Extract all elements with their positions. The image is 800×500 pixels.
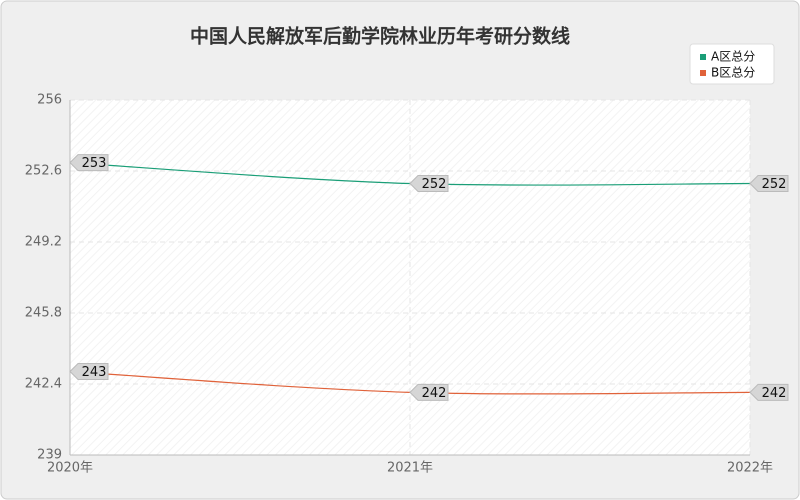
data-label: 252 bbox=[422, 177, 447, 192]
plot-area bbox=[70, 100, 750, 455]
y-tick-label: 242.4 bbox=[25, 377, 62, 392]
y-tick-label: 249.2 bbox=[25, 235, 62, 250]
y-tick-label: 245.8 bbox=[25, 306, 62, 321]
legend-label: A区总分 bbox=[711, 50, 755, 64]
legend-swatch bbox=[700, 70, 706, 76]
legend-box bbox=[689, 43, 775, 85]
data-label: 243 bbox=[82, 365, 107, 380]
y-tick-label: 239 bbox=[37, 448, 62, 463]
legend-swatch bbox=[700, 54, 706, 60]
chart-title: 中国人民解放军后勤学院林业历年考研分数线 bbox=[190, 25, 570, 48]
data-label-box bbox=[409, 175, 449, 193]
data-label-box bbox=[69, 154, 109, 172]
data-label: 242 bbox=[762, 386, 787, 401]
y-tick-label: 252.6 bbox=[25, 164, 62, 179]
data-label-box bbox=[749, 175, 789, 193]
data-label-box bbox=[749, 383, 789, 401]
x-tick-label: 2021年 bbox=[387, 461, 433, 476]
y-tick-label: 256 bbox=[37, 93, 62, 108]
data-label: 253 bbox=[82, 156, 107, 171]
data-label: 242 bbox=[422, 386, 447, 401]
data-label-box bbox=[69, 362, 109, 380]
x-tick-label: 2020年 bbox=[47, 461, 93, 476]
x-tick-label: 2022年 bbox=[727, 461, 773, 476]
data-label-box bbox=[409, 383, 449, 401]
data-label: 252 bbox=[762, 177, 787, 192]
legend-label: B区总分 bbox=[711, 66, 755, 80]
